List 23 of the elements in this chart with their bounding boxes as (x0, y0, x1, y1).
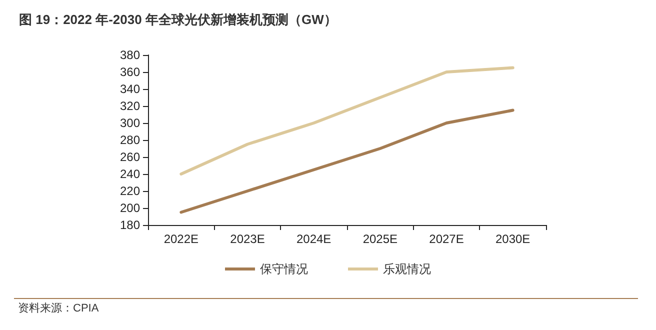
x-tick-label: 2024E (296, 232, 332, 246)
text: 资料来源：CPIA (18, 302, 100, 314)
line-series (180, 66, 514, 176)
y-tick-label: 240 (120, 167, 140, 181)
y-tick-label: 220 (120, 184, 140, 198)
y-tick-label: 320 (120, 99, 140, 113)
x-tick-label: 2023E (230, 232, 265, 246)
y-tick-label: 180 (120, 218, 140, 232)
y-tick-label: 300 (120, 116, 140, 130)
x-tick-label: 2022E (164, 232, 199, 246)
chart-title: 图 19：2022 年-2030 年全球光伏新增装机预测（GW） (19, 12, 337, 27)
legend-label: 保守情况 (260, 262, 308, 276)
y-tick-label: 280 (120, 133, 140, 147)
y-tick-label: 340 (120, 82, 140, 96)
y-tick-label: 380 (120, 48, 140, 62)
y-tick-label: 260 (120, 150, 140, 164)
x-tick-label: 2025E (362, 232, 398, 246)
legend-label: 乐观情况 (383, 262, 431, 276)
y-tick-label: 360 (120, 65, 140, 79)
x-tick-label: 2027E (429, 232, 464, 246)
y-tick-label: 200 (120, 201, 140, 215)
line-series (180, 108, 514, 214)
x-tick-label: 2030E (495, 232, 530, 246)
